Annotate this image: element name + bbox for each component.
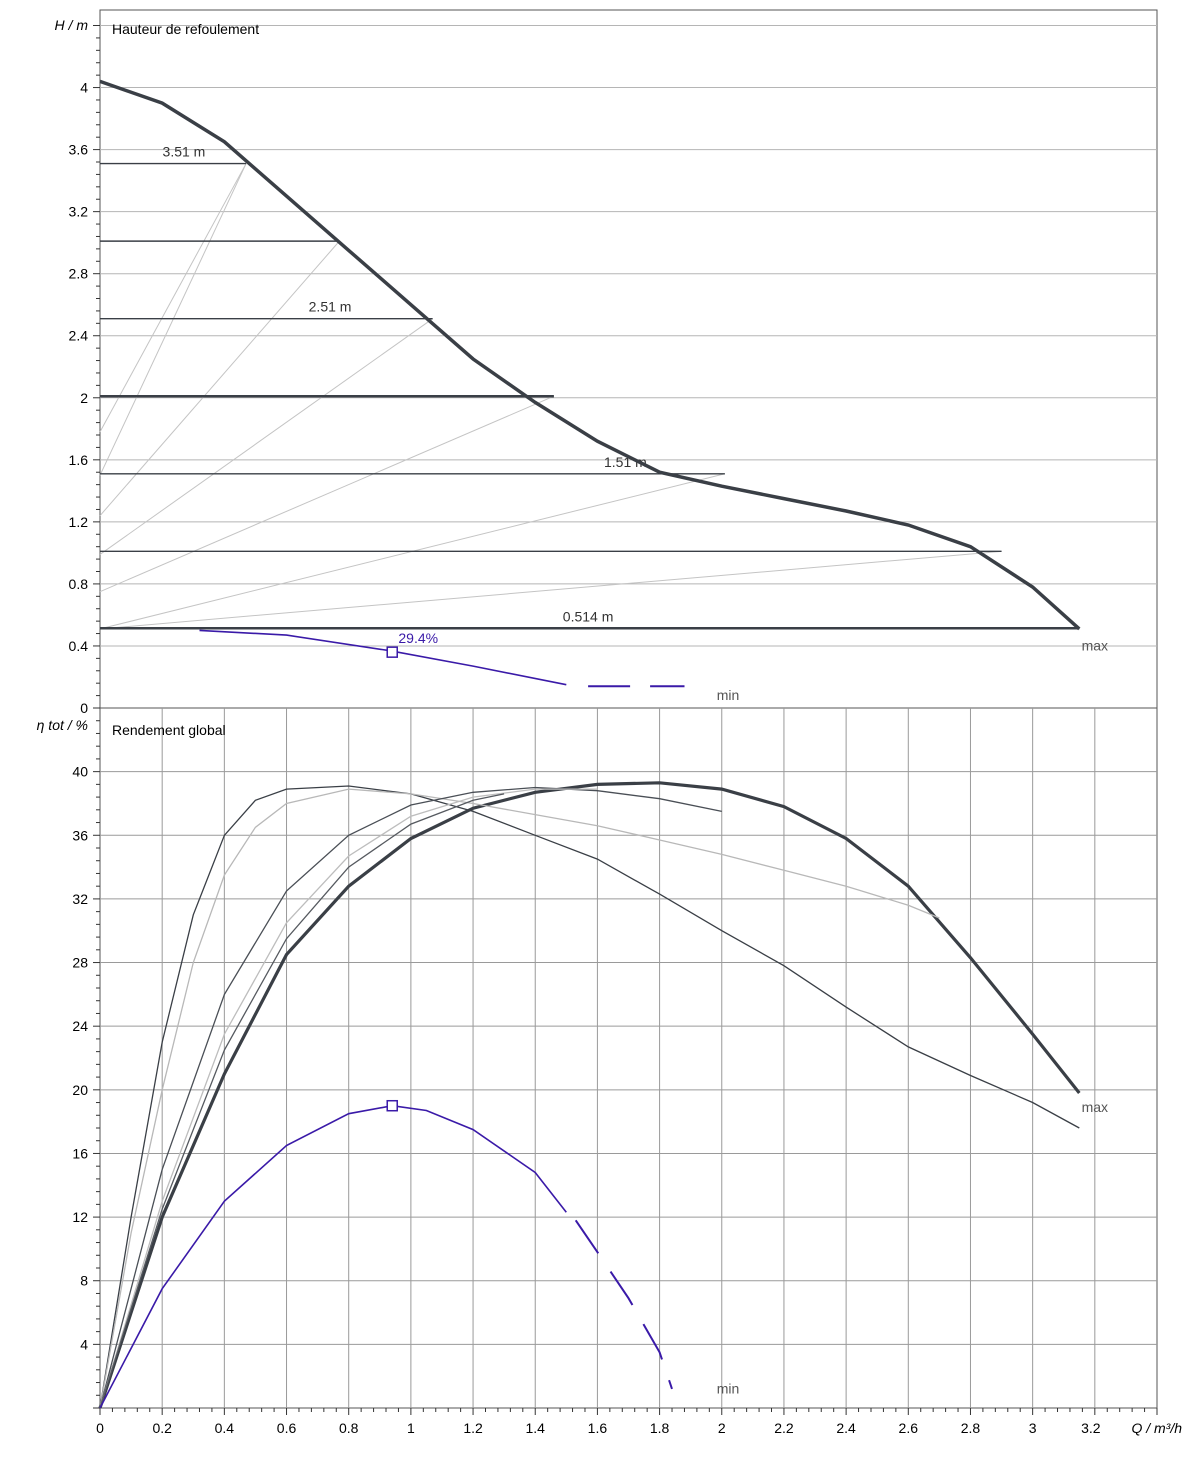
x-tick-label: 0.4 xyxy=(215,1420,235,1436)
setpoint-label: 2.51 m xyxy=(309,299,352,315)
operating-point-efficiency-label: 29.4% xyxy=(398,630,438,646)
y-tick-label-efficiency: 24 xyxy=(72,1018,88,1034)
y-tick-label-efficiency: 32 xyxy=(72,891,88,907)
x-tick-label: 2 xyxy=(718,1420,726,1436)
system-curve-line xyxy=(99,395,555,593)
x-tick-label: 2.6 xyxy=(899,1420,919,1436)
y-tick-label-head: 3.2 xyxy=(69,204,89,220)
head-operating-point-marker xyxy=(386,646,398,658)
efficiency-panel-frame xyxy=(99,707,1158,1409)
y-tick-label-efficiency: 12 xyxy=(72,1209,88,1225)
y-tick-label-efficiency: 8 xyxy=(80,1273,88,1289)
system-curve-line xyxy=(99,163,247,476)
efficiency-max-label: max xyxy=(1082,1099,1108,1115)
head-max-label: max xyxy=(1082,638,1108,654)
y-tick-label-head: 1.6 xyxy=(69,452,89,468)
y-tick-label-efficiency: 28 xyxy=(72,955,88,971)
setpoint-label: 3.51 m xyxy=(163,144,206,160)
y-tick-label-head: 1.2 xyxy=(69,514,89,530)
efficiency-min-label: min xyxy=(717,1381,740,1397)
x-tick-label: 0.2 xyxy=(152,1420,172,1436)
x-tick-label: 1.6 xyxy=(588,1420,608,1436)
y-tick-label-head: 0.8 xyxy=(69,576,89,592)
setpoint-lines xyxy=(100,162,1080,630)
y-tick-label-head: 2.4 xyxy=(69,328,89,344)
head-panel-frame xyxy=(99,9,1158,709)
x-tick-label: 1.8 xyxy=(650,1420,670,1436)
x-tick-label: 0.8 xyxy=(339,1420,359,1436)
y-tick-label-head: 0 xyxy=(80,700,88,716)
y-tick-label-head: 2 xyxy=(80,390,88,406)
x-tick-label: 0 xyxy=(96,1420,104,1436)
system-curve-line xyxy=(99,163,247,433)
y-tick-label-head: 0.4 xyxy=(69,638,89,654)
head-panel-title: Hauteur de refoulement xyxy=(112,21,259,37)
system-curve-line xyxy=(99,318,433,555)
x-tick-label: 0.6 xyxy=(277,1420,297,1436)
efficiency-curve-curve xyxy=(99,793,505,1409)
x-tick-label: 1.4 xyxy=(526,1420,546,1436)
x-tick-label: 1.2 xyxy=(463,1420,483,1436)
efficiency-curve-min-extension xyxy=(574,1219,673,1390)
system-curve-line xyxy=(99,240,340,516)
y-axis-title-head: H / m xyxy=(55,17,89,33)
efficiency-curve-curve xyxy=(99,786,722,1409)
efficiency-curve-curve xyxy=(99,788,598,1409)
efficiency-operating-point-marker xyxy=(386,1099,398,1112)
y-axis-title-efficiency: η tot / % xyxy=(37,717,88,733)
x-axis-title: Q / m³/h xyxy=(1131,1420,1182,1436)
y-tick-label-head: 3.6 xyxy=(69,142,89,158)
x-tick-label: 2.2 xyxy=(774,1420,794,1436)
x-tick-label: 1 xyxy=(407,1420,415,1436)
x-tick-label: 3 xyxy=(1029,1420,1037,1436)
y-tick-label-efficiency: 20 xyxy=(72,1082,88,1098)
efficiency-curve-curve xyxy=(99,785,1080,1409)
efficiency-curve-max xyxy=(98,781,1081,1409)
y-tick-label-efficiency: 4 xyxy=(80,1336,88,1352)
y-tick-label-efficiency: 36 xyxy=(72,827,88,843)
y-tick-label-efficiency: 40 xyxy=(72,764,88,780)
x-tick-label: 2.8 xyxy=(961,1420,981,1436)
x-tick-label: 2.4 xyxy=(836,1420,856,1436)
system-curve-line xyxy=(99,550,1002,630)
y-tick-label-head: 4 xyxy=(80,80,88,96)
head-curve-max xyxy=(99,79,1081,631)
setpoint-label: 1.51 m xyxy=(604,454,647,470)
efficiency-panel-title: Rendement global xyxy=(112,722,226,738)
axis-ticks xyxy=(93,25,1158,1415)
setpoint-label: 0.514 m xyxy=(563,608,614,624)
y-tick-label-head: 2.8 xyxy=(69,266,89,282)
y-tick-label-efficiency: 16 xyxy=(72,1145,88,1161)
x-tick-label: 3.2 xyxy=(1081,1420,1101,1436)
efficiency-curve-min xyxy=(99,1104,567,1409)
head-min-label: min xyxy=(717,687,740,703)
